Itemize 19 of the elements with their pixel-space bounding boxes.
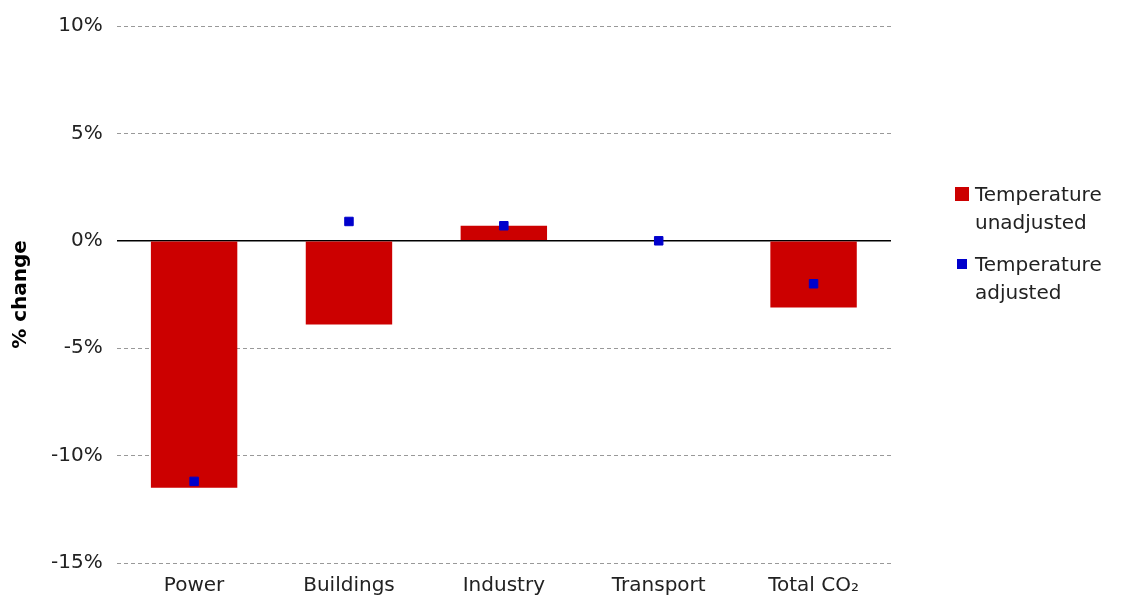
x-tick-label: Industry <box>462 572 546 597</box>
legend-label: Temperature adjusted <box>975 251 1103 306</box>
x-tick-label: Total CO₂ <box>767 572 859 597</box>
y-tick-label: -5% <box>63 334 103 359</box>
point <box>499 221 509 231</box>
y-axis-title: % change <box>7 240 32 349</box>
point <box>653 236 664 246</box>
y-tick-label: -15% <box>51 549 103 574</box>
legend-label: Temperature unadjusted <box>975 181 1103 236</box>
x-tick-label: Transport <box>610 572 706 597</box>
x-tick-label: Power <box>163 572 226 597</box>
y-tick-label: 0% <box>70 227 103 251</box>
y-tick-label: -10% <box>51 441 103 466</box>
point <box>189 476 199 487</box>
x-tick-label: Buildings <box>303 572 395 597</box>
y-tick-label: 10% <box>58 12 103 37</box>
y-tick-label: 5% <box>70 119 103 144</box>
point <box>344 216 354 227</box>
point <box>808 279 819 289</box>
